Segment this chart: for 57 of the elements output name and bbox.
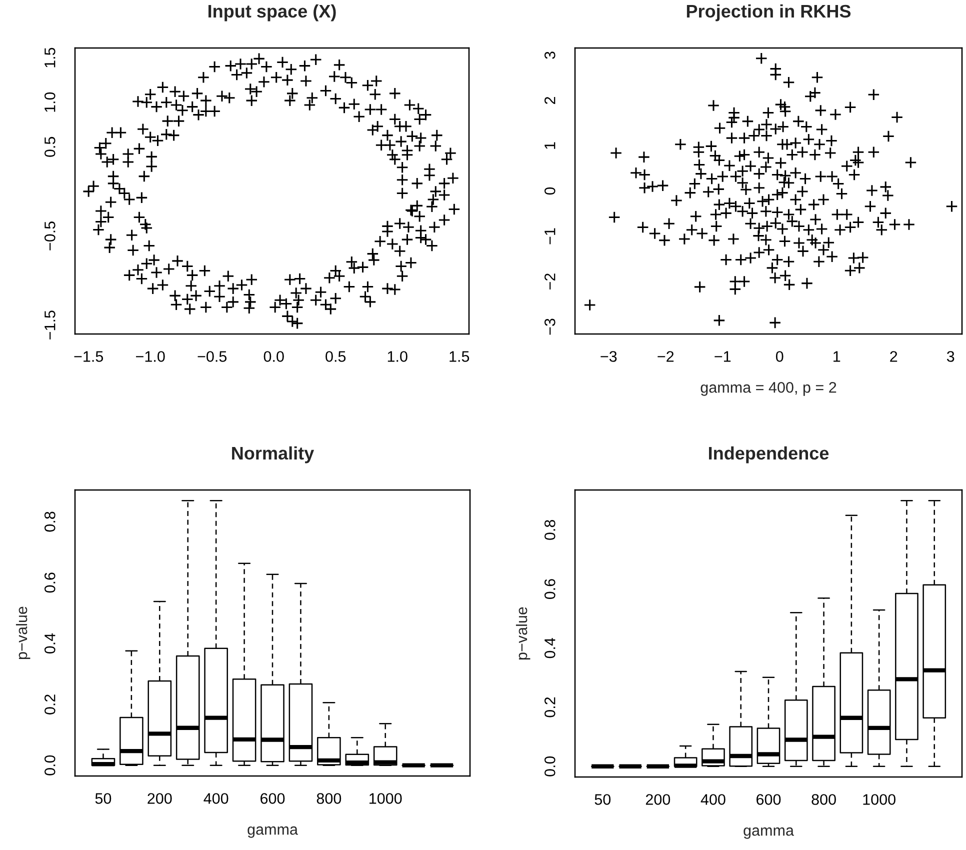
y-axis-title: p−value bbox=[16, 606, 30, 659]
x-tick-label: 0 bbox=[776, 351, 784, 362]
x-axis-title: gamma = 400, p = 2 bbox=[700, 382, 836, 396]
x-tick-label: −0.5 bbox=[198, 351, 227, 362]
y-tick-label: 0.0 bbox=[544, 756, 556, 776]
y-tick-label: 0.2 bbox=[544, 697, 556, 718]
y-tick-label: 0.2 bbox=[44, 694, 56, 714]
x-tick-label: 200 bbox=[148, 793, 172, 804]
x-tick-label: −1.0 bbox=[136, 351, 165, 362]
x-tick-label: 600 bbox=[756, 794, 781, 805]
y-tick-label: 3 bbox=[544, 52, 556, 59]
x-tick-label: 200 bbox=[646, 794, 670, 805]
y-tick-label: −1 bbox=[544, 228, 556, 244]
x-tick-label: −1 bbox=[714, 351, 731, 362]
x-tick-label: 50 bbox=[95, 793, 112, 804]
x-tick-label: 800 bbox=[812, 794, 836, 805]
x-tick-label: 1 bbox=[834, 351, 840, 362]
chart-title: Normality bbox=[232, 446, 314, 464]
x-tick-label: 2 bbox=[890, 351, 898, 362]
y-tick-label: 1 bbox=[544, 142, 556, 149]
y-tick-label: 0.6 bbox=[544, 579, 556, 600]
x-tick-label: 1.5 bbox=[450, 351, 470, 362]
y-tick-label: 0 bbox=[544, 187, 556, 195]
y-tick-label: 0.8 bbox=[44, 512, 56, 532]
y-tick-label: −2 bbox=[544, 274, 556, 290]
x-tick-label: 1000 bbox=[370, 793, 402, 804]
y-tick-label: −3 bbox=[544, 318, 556, 335]
chart-title: Input space (X) bbox=[208, 4, 336, 22]
x-tick-label: 400 bbox=[700, 794, 726, 805]
y-tick-label: 1.5 bbox=[44, 48, 56, 68]
y-tick-label: −1.5 bbox=[44, 310, 56, 340]
y-tick-label: 0.4 bbox=[544, 638, 556, 658]
x-tick-label: 0.5 bbox=[326, 351, 346, 362]
y-tick-label: 0.8 bbox=[544, 520, 556, 540]
x-tick-label: 800 bbox=[316, 793, 342, 804]
x-tick-label: −1.5 bbox=[74, 351, 104, 362]
x-tick-label: −2 bbox=[658, 351, 674, 362]
y-tick-label: 2 bbox=[544, 97, 556, 104]
x-tick-label: 0.0 bbox=[264, 351, 284, 362]
x-tick-label: −3 bbox=[600, 351, 617, 362]
x-axis-title: gamma bbox=[744, 827, 794, 839]
x-tick-label: 600 bbox=[260, 793, 285, 804]
x-tick-label: 400 bbox=[204, 793, 228, 804]
y-tick-label: −0.5 bbox=[44, 222, 56, 250]
y-tick-label: 0.0 bbox=[44, 755, 56, 776]
x-tick-label: 1.0 bbox=[388, 351, 408, 362]
x-axis-title: gamma bbox=[248, 826, 298, 838]
x-tick-label: 50 bbox=[594, 794, 611, 805]
y-tick-label: 0.6 bbox=[44, 572, 56, 593]
y-tick-label: 0.5 bbox=[44, 136, 56, 157]
chart-title: Independence bbox=[709, 446, 829, 464]
x-tick-label: 1000 bbox=[863, 794, 896, 805]
x-tick-label: 3 bbox=[946, 351, 954, 362]
y-axis-title: p−value bbox=[516, 607, 530, 660]
y-tick-label: 1.0 bbox=[44, 92, 56, 112]
chart-title: Projection in RKHS bbox=[686, 4, 851, 22]
y-tick-label: 0.4 bbox=[44, 633, 56, 654]
